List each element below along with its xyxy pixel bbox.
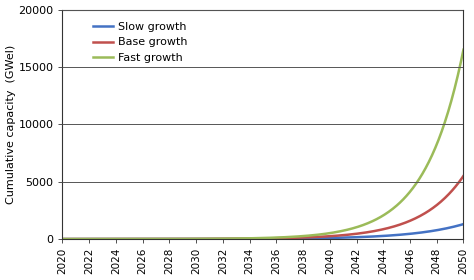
Slow growth <box>461 222 466 226</box>
Base growth <box>253 237 258 240</box>
Fast growth <box>60 237 65 241</box>
Line: Base growth: Base growth <box>63 176 464 239</box>
Fast growth <box>250 237 256 240</box>
Slow growth <box>60 237 65 241</box>
Legend: Slow growth, Base growth, Fast growth: Slow growth, Base growth, Fast growth <box>88 17 192 67</box>
Base growth <box>250 237 256 240</box>
Fast growth <box>277 236 283 239</box>
Fast growth <box>451 90 456 93</box>
Slow growth <box>277 237 283 240</box>
Slow growth <box>253 237 258 241</box>
Slow growth <box>451 225 456 228</box>
Fast growth <box>298 235 304 238</box>
Base growth <box>451 187 456 190</box>
Base growth <box>298 236 304 239</box>
Fast growth <box>253 237 258 240</box>
Y-axis label: Cumulative capacity  (GWel): Cumulative capacity (GWel) <box>6 45 16 204</box>
Base growth <box>461 174 466 178</box>
Slow growth <box>298 237 304 240</box>
Fast growth <box>388 208 394 212</box>
Base growth <box>60 237 65 241</box>
Slow growth <box>250 237 256 241</box>
Line: Fast growth: Fast growth <box>63 50 464 239</box>
Slow growth <box>388 234 394 237</box>
Base growth <box>277 237 283 240</box>
Base growth <box>388 226 394 229</box>
Fast growth <box>461 48 466 52</box>
Line: Slow growth: Slow growth <box>63 224 464 239</box>
